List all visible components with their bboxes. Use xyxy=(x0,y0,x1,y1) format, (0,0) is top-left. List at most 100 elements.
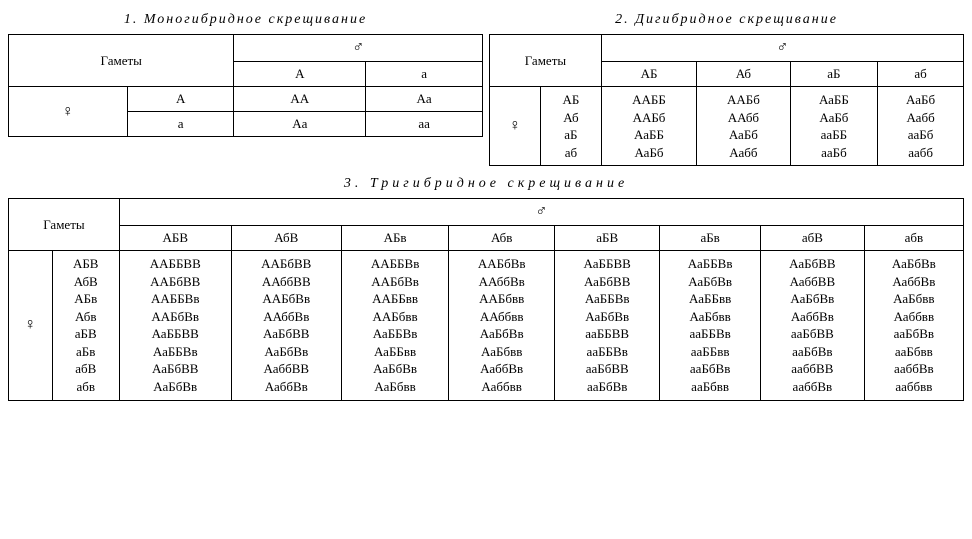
mono-female-gamete-1: a xyxy=(127,112,234,137)
tri-cell: АаббВВ xyxy=(238,360,335,378)
di-cell: АаБб xyxy=(608,144,690,162)
tri-cell: ААББВв xyxy=(126,290,225,308)
di-cell: АаББ xyxy=(608,126,690,144)
mono-male-gamete-1: a xyxy=(366,62,483,87)
gametes-label: Гаметы xyxy=(9,35,234,87)
tri-cell: АаБбвв xyxy=(348,378,442,396)
tri-col: ААБбВВААббВВААБбВвААббВвАаБбВВАаБбВвАабб… xyxy=(231,251,341,400)
tri-cell: АаббВв xyxy=(238,378,335,396)
dihybrid-panel: 2. Дигибридное скрещивание Гаметы ♂ АБ А… xyxy=(489,8,964,166)
tri-female-gamete: аБВ xyxy=(59,325,113,343)
tri-cell: ааБбВв xyxy=(666,360,754,378)
tri-cell: ААБбвв xyxy=(348,308,442,326)
tri-cell: АаббВВ xyxy=(767,273,858,291)
di-col: ААБб ААбб АаБб Аабб xyxy=(697,87,791,166)
tri-col: АаББВвАаБбВвАаББввАаБбввааББВвааББввааБб… xyxy=(660,251,761,400)
tri-cell: ааббвв xyxy=(871,378,957,396)
tri-cell: АаББВв xyxy=(561,290,653,308)
gametes-label: Гаметы xyxy=(490,35,602,87)
tri-cell: ааббВв xyxy=(767,378,858,396)
mono-cell: Aa xyxy=(366,87,483,112)
female-symbol: ♀ xyxy=(9,87,128,137)
di-male-gamete: Аб xyxy=(697,62,791,87)
di-male-gamete: аБ xyxy=(790,62,878,87)
di-cell: ааББ xyxy=(797,126,872,144)
title-dihybrid: 2. Дигибридное скрещивание xyxy=(489,8,964,34)
di-cell: АаБб xyxy=(703,126,784,144)
tri-cell: ааБбвв xyxy=(666,378,754,396)
tri-cell: АаБбВв xyxy=(561,308,653,326)
tri-female-gamete: абв xyxy=(59,378,113,396)
di-cell: ааБб xyxy=(797,144,872,162)
tri-male-gamete: абВ xyxy=(761,226,865,251)
di-cell: ааБб xyxy=(884,126,957,144)
tri-cell: ааББВв xyxy=(666,325,754,343)
di-cell: аабб xyxy=(884,144,957,162)
tri-cell: ааББВв xyxy=(561,343,653,361)
tri-cell: ааббВВ xyxy=(767,360,858,378)
tri-cell: АаББВв xyxy=(666,255,754,273)
tri-cell: ААББВВ xyxy=(126,255,225,273)
tri-cell: ааббВв xyxy=(871,360,957,378)
tri-female-gamete: абВ xyxy=(59,360,113,378)
tri-male-gamete: аБВ xyxy=(555,226,660,251)
tri-cell: АаБбВВ xyxy=(126,360,225,378)
tri-cell: АаБбвв xyxy=(871,290,957,308)
tri-cell: ААббВв xyxy=(455,273,548,291)
tri-cell: ААБбВв xyxy=(126,308,225,326)
tri-cell: АаББвв xyxy=(666,290,754,308)
di-cell: АаБб xyxy=(884,91,957,109)
male-symbol: ♂ xyxy=(119,199,963,226)
tri-cell: ААБбВВ xyxy=(126,273,225,291)
tri-cell: ААБбВВ xyxy=(238,255,335,273)
female-symbol: ♀ xyxy=(9,251,53,400)
tri-cell: АаббВв xyxy=(455,360,548,378)
tri-cell: ааБбВВ xyxy=(561,360,653,378)
tri-cell: ааБбвв xyxy=(871,343,957,361)
tri-cell: АаббВв xyxy=(767,308,858,326)
tri-cell: АаБбВВ xyxy=(238,325,335,343)
di-female-gamete: Аб xyxy=(547,109,595,127)
di-female-gamete: аб xyxy=(547,144,595,162)
monohybrid-table: Гаметы ♂ A a ♀ A AA Aa a Aa aa xyxy=(8,34,483,137)
tri-male-gamete: АбВ xyxy=(231,226,341,251)
tri-cell: АаБбВв xyxy=(767,290,858,308)
title-trihybrid: 3. Тригибридное скрещивание xyxy=(8,166,964,198)
di-male-gamete: АБ xyxy=(601,62,696,87)
tri-cell: ааБбВв xyxy=(767,343,858,361)
di-cell: ААББ xyxy=(608,91,690,109)
tri-cell: АаББвв xyxy=(348,343,442,361)
tri-cell: ААББВв xyxy=(348,255,442,273)
di-female-gamete: аБ xyxy=(547,126,595,144)
title-monohybrid: 1. Моногибридное скрещивание xyxy=(8,8,483,34)
tri-female-gametes-stack: АБВ АбВ АБв Абв аБВ аБв абВ абв xyxy=(52,251,119,400)
di-cell: ААбб xyxy=(703,109,784,127)
tri-cell: ААБбВв xyxy=(348,273,442,291)
tri-cell: АаБбВв xyxy=(871,255,957,273)
di-col: ААББ ААБб АаББ АаБб xyxy=(601,87,696,166)
monohybrid-panel: 1. Моногибридное скрещивание Гаметы ♂ A … xyxy=(8,8,483,137)
tri-cell: АаБбВв xyxy=(348,360,442,378)
tri-male-gamete: аБв xyxy=(660,226,761,251)
di-female-gamete: АБ xyxy=(547,91,595,109)
tri-cell: АаббВв xyxy=(871,273,957,291)
di-cell: ААБб xyxy=(703,91,784,109)
tri-cell: ААббвв xyxy=(455,308,548,326)
tri-cell: АаББВВ xyxy=(126,325,225,343)
trihybrid-table: Гаметы ♂ АБВ АбВ АБв Абв аБВ аБв абВ абв… xyxy=(8,198,964,400)
di-cell: Аабб xyxy=(884,109,957,127)
dihybrid-table: Гаметы ♂ АБ Аб аБ аб ♀ АБ Аб аБ аб xyxy=(489,34,964,166)
tri-male-gamete: АБв xyxy=(341,226,448,251)
tri-female-gamete: АБВ xyxy=(59,255,113,273)
tri-cell: АаБбвв xyxy=(455,343,548,361)
tri-cell: ААББвв xyxy=(348,290,442,308)
di-cell: АаБб xyxy=(797,109,872,127)
di-female-gametes-stack: АБ Аб аБ аб xyxy=(540,87,601,166)
tri-col: АаБбВвАаббВвАаБбввАаббввааБбВвааБбвваабб… xyxy=(864,251,963,400)
tri-male-gamete: Абв xyxy=(449,226,555,251)
gametes-label: Гаметы xyxy=(9,199,120,251)
tri-cell: Ааббвв xyxy=(871,308,957,326)
tri-male-gamete: абв xyxy=(864,226,963,251)
tri-cell: АаБбВв xyxy=(455,325,548,343)
tri-cell: ааББВВ xyxy=(561,325,653,343)
